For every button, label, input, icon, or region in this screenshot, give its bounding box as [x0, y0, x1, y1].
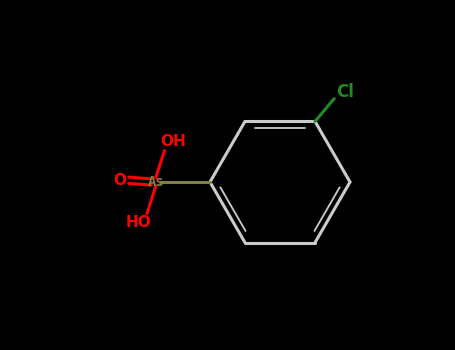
- Text: Cl: Cl: [336, 83, 354, 102]
- Text: O: O: [113, 173, 126, 188]
- Text: HO: HO: [126, 216, 151, 230]
- Text: OH: OH: [160, 134, 186, 148]
- Text: As: As: [147, 175, 164, 189]
